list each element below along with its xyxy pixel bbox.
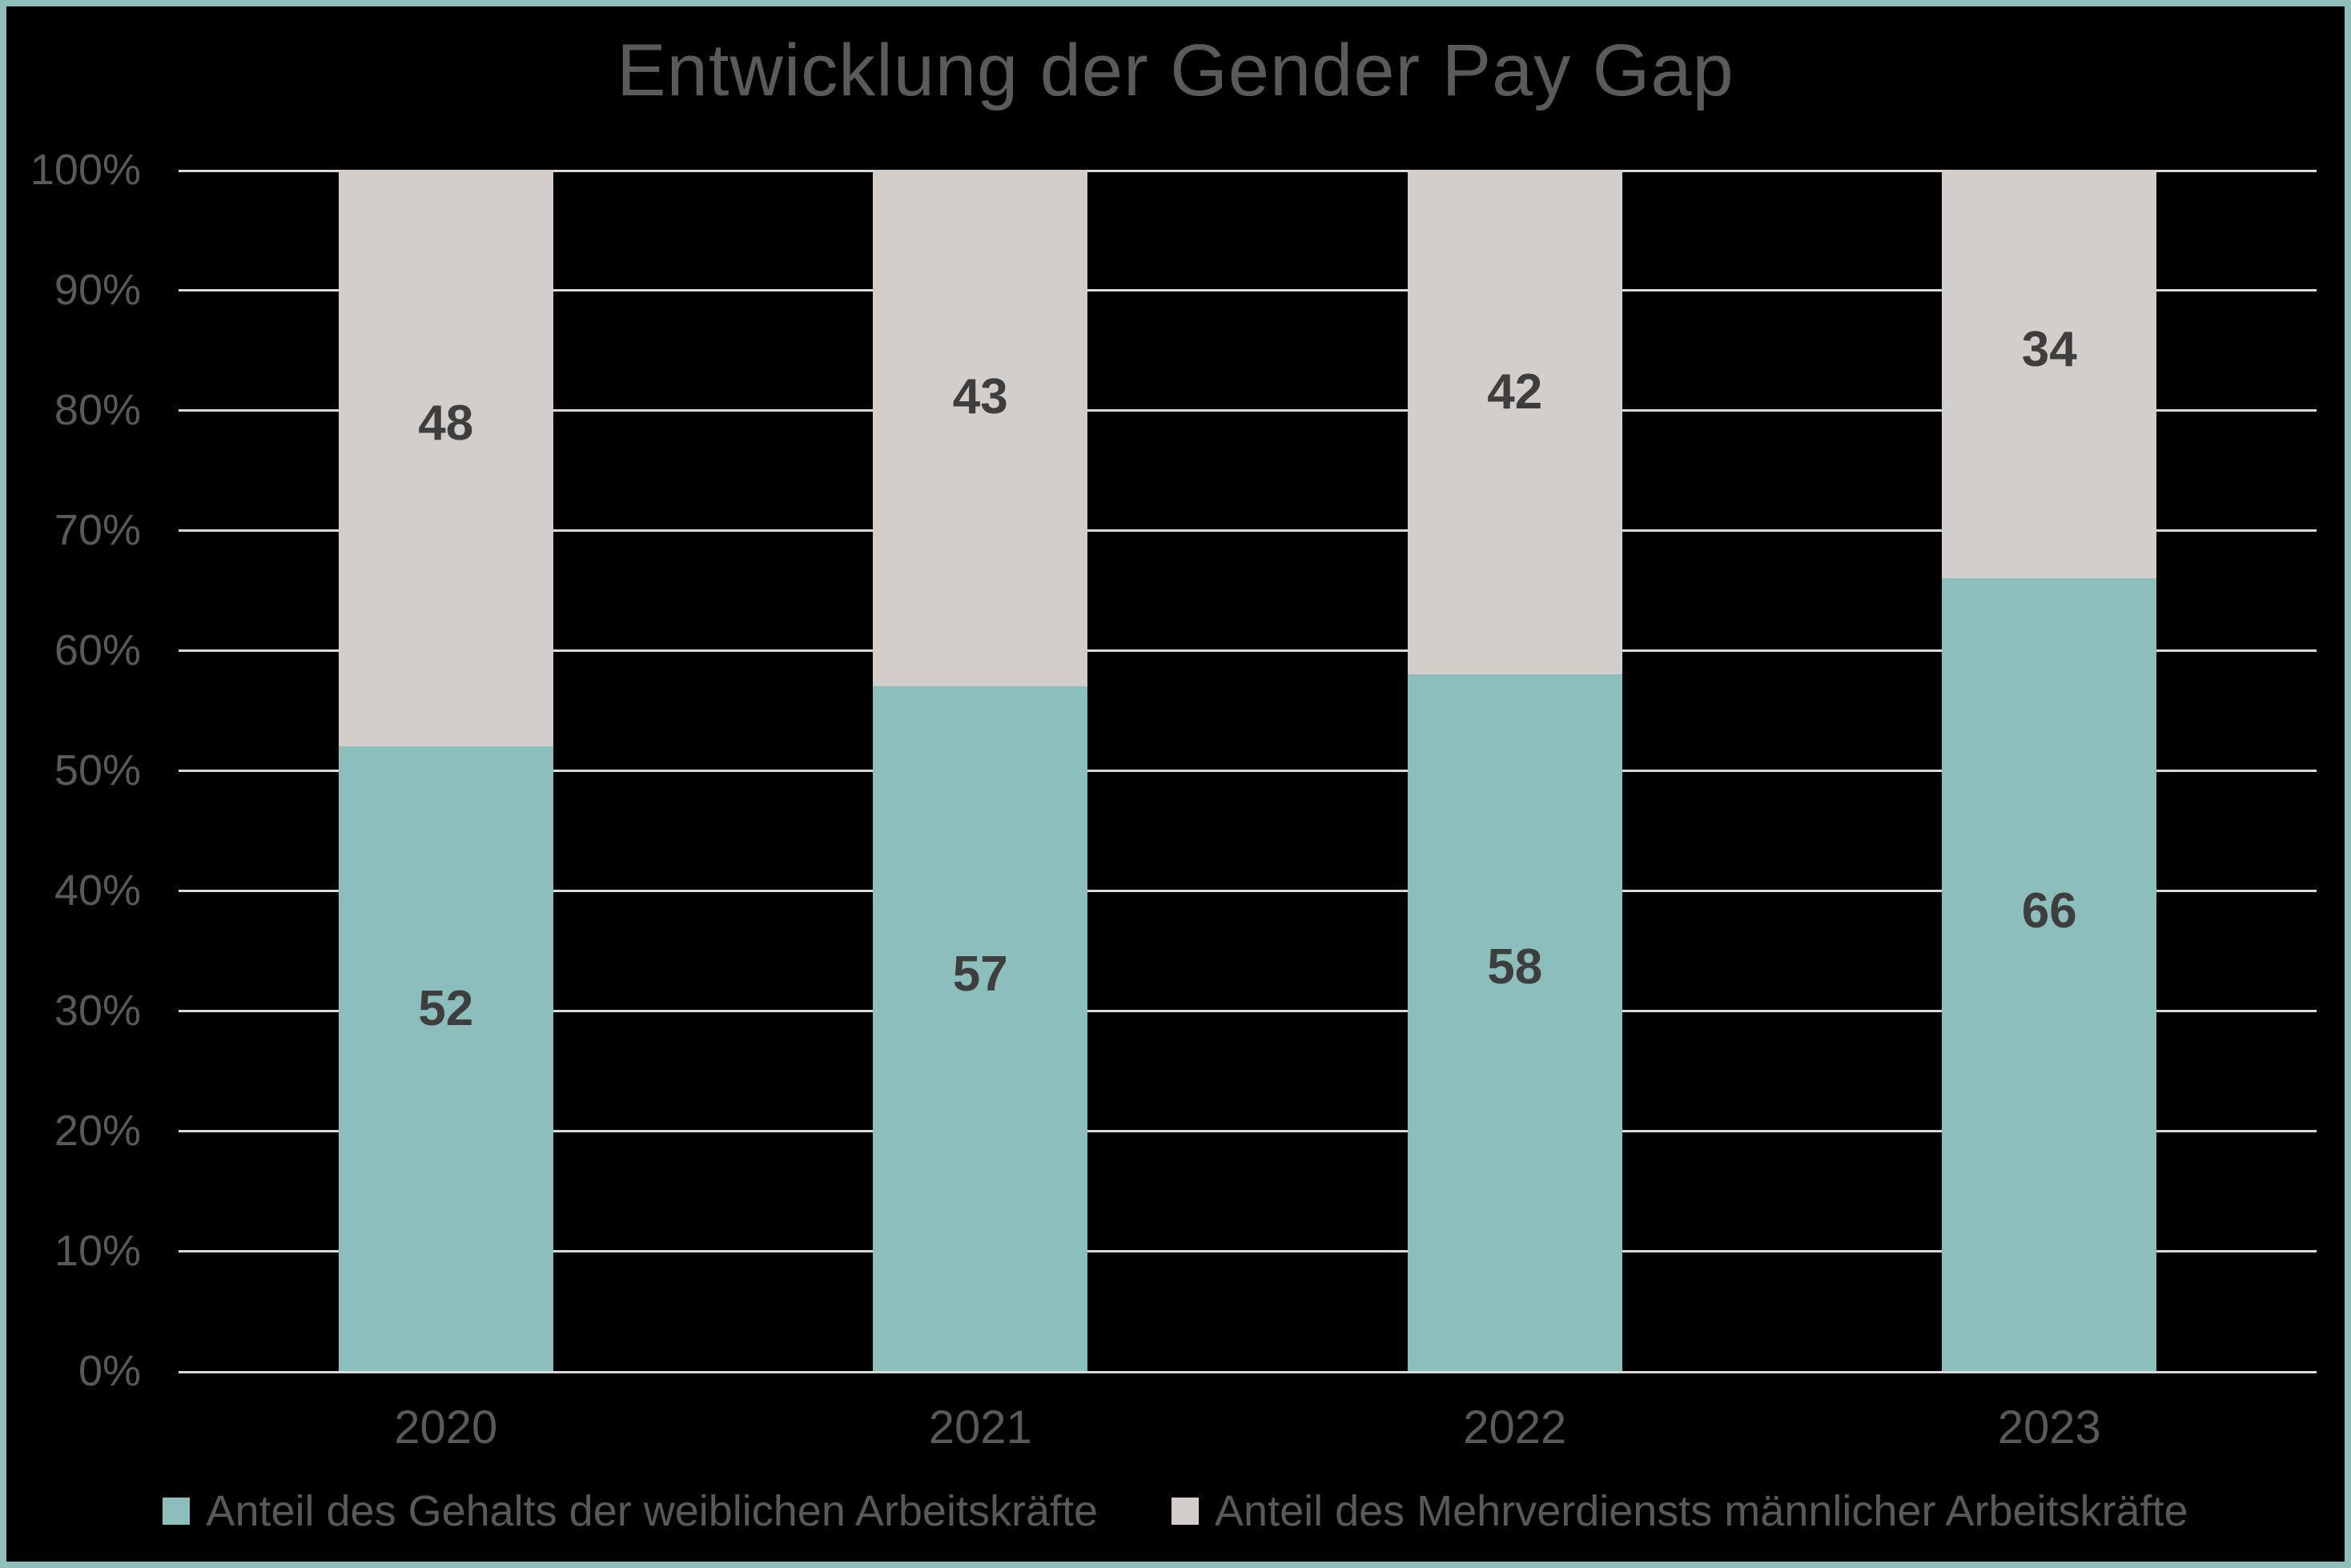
x-axis-label: 2023 <box>1997 1401 2101 1453</box>
gridline <box>179 769 2317 772</box>
y-axis-label: 10% <box>54 1227 141 1275</box>
bar-segment-male-gap: 48 <box>338 170 553 746</box>
y-axis-label: 90% <box>54 266 141 314</box>
plot-area: 52 48 57 43 58 42 66 34 <box>179 170 2317 1373</box>
bar-segment-female-share: 57 <box>873 686 1088 1371</box>
gridline <box>179 1129 2317 1132</box>
y-axis-label: 70% <box>54 506 141 554</box>
bar-segment-male-gap: 34 <box>1942 170 2157 578</box>
legend: Anteil des Gehalts der weiblichen Arbeit… <box>6 1486 2345 1536</box>
legend-item-male-gap: Anteil des Mehrverdiensts männlicher Arb… <box>1171 1486 2188 1536</box>
gridline <box>179 408 2317 412</box>
x-axis-label: 2020 <box>394 1401 498 1453</box>
bar-value-label: 66 <box>2021 883 2077 939</box>
bar-value-label: 52 <box>418 981 474 1037</box>
legend-swatch-icon <box>163 1498 191 1525</box>
y-axis-label: 60% <box>54 626 141 674</box>
gridline <box>179 889 2317 892</box>
y-axis-label: 80% <box>54 386 141 434</box>
y-axis-label: 40% <box>54 866 141 915</box>
bar-segment-female-share: 58 <box>1407 674 1622 1371</box>
gridline <box>179 649 2317 652</box>
y-axis-label: 20% <box>54 1107 141 1155</box>
legend-label: Anteil des Gehalts der weiblichen Arbeit… <box>206 1487 1099 1535</box>
y-axis-label: 50% <box>54 746 141 794</box>
gridline <box>179 1009 2317 1012</box>
x-axis-label: 2022 <box>1463 1401 1567 1453</box>
gridline <box>179 529 2317 532</box>
gridline <box>179 170 2317 172</box>
bar-value-label: 34 <box>2021 321 2077 377</box>
legend-swatch-icon <box>1171 1498 1200 1525</box>
gridline <box>179 1249 2317 1252</box>
y-axis-label: 30% <box>54 987 141 1035</box>
bar-value-label: 43 <box>952 369 1008 425</box>
bar-value-label: 48 <box>418 396 474 452</box>
bar-segment-female-share: 66 <box>1942 578 2157 1371</box>
bar-value-label: 42 <box>1487 364 1543 420</box>
bar-segment-male-gap: 42 <box>1407 170 1622 674</box>
gridline <box>179 288 2317 291</box>
y-axis-label: 0% <box>78 1347 141 1395</box>
x-axis-label: 2021 <box>928 1401 1032 1453</box>
chart-title: Entwicklung der Gender Pay Gap <box>617 30 1734 111</box>
legend-label: Anteil des Mehrverdiensts männlicher Arb… <box>1215 1487 2188 1535</box>
legend-item-female-share: Anteil des Gehalts der weiblichen Arbeit… <box>163 1486 1098 1536</box>
bar-segment-female-share: 52 <box>338 746 553 1371</box>
y-axis-label: 100% <box>30 146 141 194</box>
bar-segment-male-gap: 43 <box>873 170 1088 686</box>
bar-value-label: 57 <box>952 946 1008 1002</box>
gridline <box>179 1371 2317 1373</box>
bar-value-label: 58 <box>1487 939 1543 995</box>
